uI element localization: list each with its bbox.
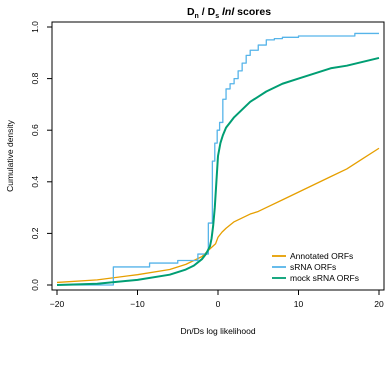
x-tick-label: −20 (50, 299, 65, 309)
x-tick-label: 0 (216, 299, 221, 309)
series-layer (56, 32, 380, 286)
y-tick-label: 0.8 (30, 72, 40, 84)
y-tick-label: 0.2 (30, 227, 40, 239)
y-tick-label: 0.6 (30, 124, 40, 136)
y-tick-label: 1.0 (30, 21, 40, 33)
series-line-srna-orfs (57, 32, 379, 286)
x-tick-label: 20 (374, 299, 384, 309)
x-axis-title: Dn/Ds log likelihood (180, 326, 255, 336)
y-tick-label: 0.4 (30, 176, 40, 188)
legend-label: sRNA ORFs (290, 262, 336, 272)
chart-title: Dn / Ds lnl scores (187, 6, 271, 20)
legend-label: Annotated ORFs (290, 251, 353, 261)
y-axis-title: Cumulative density (5, 119, 15, 192)
legend-label: mock sRNA ORFs (290, 273, 359, 283)
series-line-mock-srna-orfs (56, 56, 380, 286)
y-axis: 0.0 0.2 0.4 0.6 0.8 1.0 (30, 21, 52, 291)
x-tick-label: −10 (130, 299, 145, 309)
series-line-annotated-orfs (56, 147, 380, 284)
y-tick-label: 0.0 (30, 279, 40, 291)
x-axis: −20 −10 0 10 20 (50, 290, 384, 309)
x-tick-label: 10 (294, 299, 304, 309)
